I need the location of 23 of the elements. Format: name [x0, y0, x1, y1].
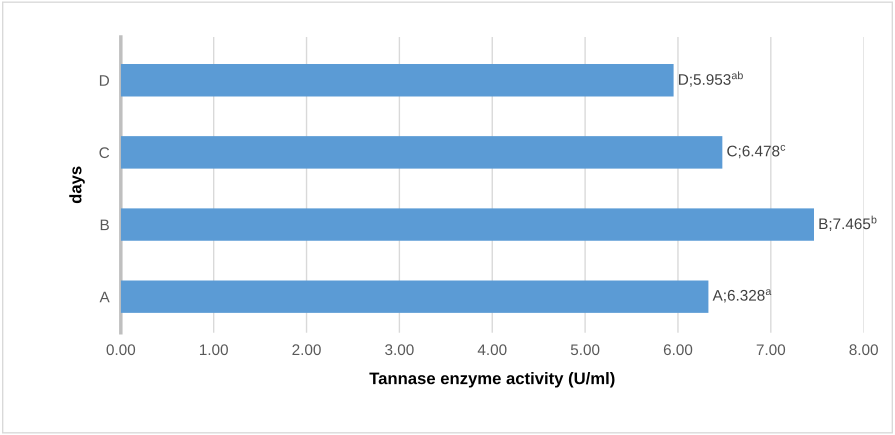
bar: [120, 280, 708, 313]
x-tick-label: 8.00: [849, 344, 878, 356]
x-tick-label: 2.00: [292, 344, 321, 356]
x-tick-label: 5.00: [570, 344, 600, 356]
y-axis-title: days: [69, 166, 85, 204]
y-tick-label: A: [100, 292, 110, 302]
x-axis-title: Tannase enzyme activity (U/ml): [369, 372, 614, 388]
data-label: B;7.465$^{b}$: [819, 216, 876, 232]
x-tick-label: 3.00: [385, 344, 414, 356]
data-label: D;5.953$^{ab}$: [679, 71, 743, 87]
data-label: C;6.478$^{c}$: [727, 144, 786, 158]
bar: [120, 136, 722, 169]
x-tick-label: 0.00: [106, 344, 136, 356]
bar: [120, 64, 674, 96]
y-tick-label: B: [100, 220, 109, 230]
bar: [120, 208, 814, 241]
data-label: A;6.328$^{a}$: [712, 289, 772, 303]
y-tick-label: D: [100, 75, 109, 86]
x-tick-label: 7.00: [756, 344, 786, 356]
x-tick-label: 1.00: [200, 344, 228, 356]
x-tick-label: 4.00: [478, 344, 507, 356]
x-tick-label: 6.00: [664, 344, 692, 356]
y-tick-label: C: [99, 147, 110, 158]
